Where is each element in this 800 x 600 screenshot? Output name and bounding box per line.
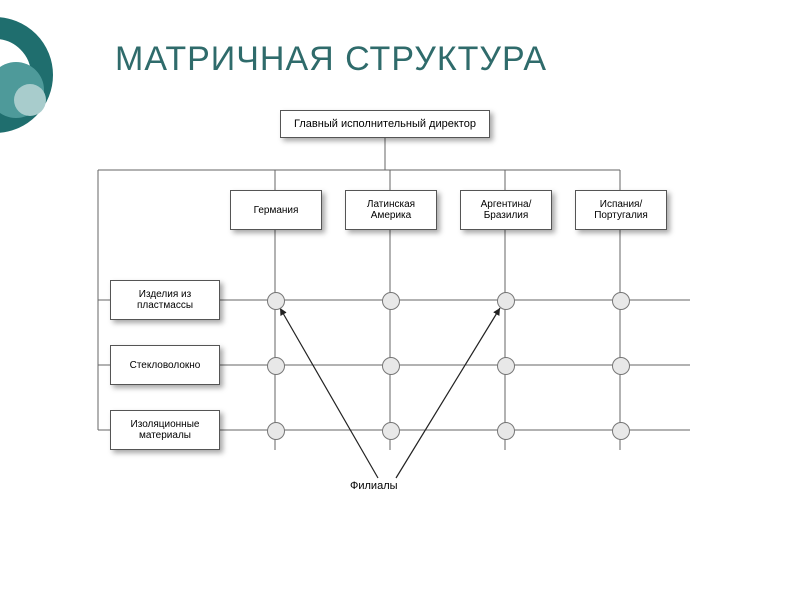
row-box-2: Изоляционные материалы (110, 410, 220, 450)
matrix-node (497, 422, 515, 440)
col-box-0: Германия (230, 190, 322, 230)
row-box-0: Изделия из пластмассы (110, 280, 220, 320)
row-label: Стекловолокно (130, 360, 201, 371)
matrix-node (382, 292, 400, 310)
row-box-1: Стекловолокно (110, 345, 220, 385)
ceo-box: Главный исполнительный директор (280, 110, 490, 138)
col-box-3: Испания/ Португалия (575, 190, 667, 230)
matrix-node (497, 357, 515, 375)
col-box-2: Аргентина/ Бразилия (460, 190, 552, 230)
matrix-node (382, 422, 400, 440)
row-label: Изделия из пластмассы (115, 289, 215, 311)
col-box-1: Латинская Америка (345, 190, 437, 230)
matrix-node (497, 292, 515, 310)
matrix-node (612, 357, 630, 375)
matrix-node (267, 422, 285, 440)
ceo-label: Главный исполнительный директор (294, 118, 476, 130)
matrix-node (267, 357, 285, 375)
matrix-node (267, 292, 285, 310)
col-label: Аргентина/ Бразилия (465, 199, 547, 221)
matrix-node (382, 357, 400, 375)
col-label: Испания/ Португалия (580, 199, 662, 221)
footer-label: Филиалы (350, 480, 398, 492)
matrix-node (612, 422, 630, 440)
col-label: Латинская Америка (350, 199, 432, 221)
row-label: Изоляционные материалы (115, 419, 215, 441)
col-label: Германия (254, 205, 299, 216)
matrix-node (612, 292, 630, 310)
